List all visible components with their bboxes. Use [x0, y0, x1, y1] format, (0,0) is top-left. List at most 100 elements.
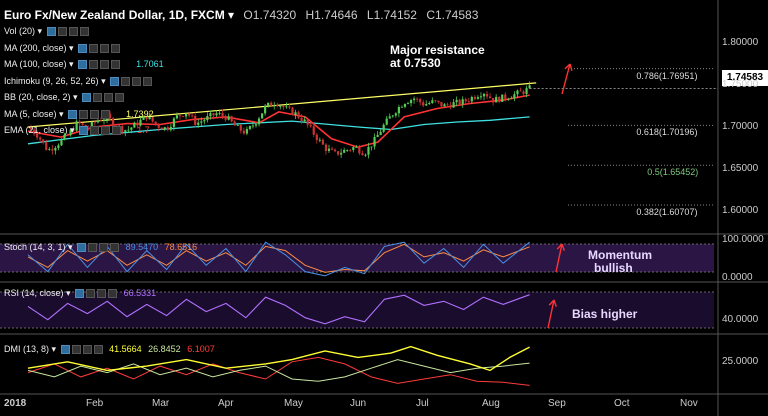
arrow-rsi	[547, 299, 555, 329]
settings-icon[interactable]	[89, 60, 99, 70]
settings-icon[interactable]	[71, 345, 81, 355]
add-icon[interactable]	[82, 345, 92, 355]
close-icon[interactable]	[111, 60, 121, 70]
fib-label: 0.5(1.65452)	[647, 167, 699, 178]
eye-icon[interactable]	[78, 43, 88, 53]
candle-body	[355, 147, 358, 148]
stoch-legend[interactable]: Stoch (14, 3, 1) ▾ 89.5470 78.6516	[4, 242, 198, 253]
momentum-annotation: Momentum bullish	[588, 249, 652, 275]
eye-icon[interactable]	[46, 27, 56, 37]
add-icon[interactable]	[68, 27, 78, 37]
add-icon[interactable]	[104, 93, 114, 103]
candle-body	[488, 96, 492, 99]
x-tick-label: Feb	[86, 398, 104, 409]
candle-body	[36, 133, 39, 138]
indicator-row[interactable]: EMA (21, close) ▾ 1.7	[4, 125, 150, 136]
close-icon[interactable]	[108, 289, 118, 299]
close-icon[interactable]	[93, 345, 103, 355]
candle-body	[42, 139, 45, 143]
x-tick-label: 2018	[4, 398, 27, 409]
candle-body	[394, 113, 397, 116]
x-tick-label: Jul	[416, 398, 429, 409]
eye-icon[interactable]	[79, 126, 89, 136]
symbol-dropdown-icon[interactable]: ▾	[224, 8, 235, 22]
candle-body	[291, 107, 294, 115]
indicator-row[interactable]: MA (200, close) ▾	[4, 43, 136, 54]
candle-body	[343, 149, 346, 153]
indicator-row[interactable]: MA (5, close) ▾ 1.7392	[4, 108, 154, 119]
candle-body	[175, 115, 179, 119]
add-icon[interactable]	[101, 126, 111, 136]
add-icon[interactable]	[100, 60, 110, 70]
candle-body	[78, 121, 81, 124]
rsi-legend[interactable]: RSI (14, close) ▾ 66.5331	[4, 288, 157, 299]
candle-body	[224, 116, 227, 120]
indicator-name: MA (200, close)	[4, 42, 67, 53]
candle-body	[516, 90, 519, 95]
candle-body	[145, 116, 148, 120]
close-icon[interactable]	[111, 43, 121, 53]
eye-icon[interactable]	[77, 243, 87, 253]
indicator-row[interactable]: MA (100, close) ▾ 1.7061	[4, 59, 164, 70]
y-tick-label: 1.70000	[722, 121, 759, 132]
x-tick-label: Aug	[482, 398, 500, 409]
candle-body	[51, 149, 54, 151]
x-tick-label: Nov	[680, 398, 698, 409]
candle-body	[148, 116, 151, 120]
close-icon[interactable]	[101, 109, 111, 119]
close-icon[interactable]	[143, 76, 153, 86]
arrow-rsi-head	[548, 299, 557, 307]
close-icon[interactable]	[79, 27, 89, 37]
candle-body	[330, 148, 334, 150]
close-icon[interactable]	[112, 126, 122, 136]
settings-icon[interactable]	[57, 27, 67, 37]
candle-body	[221, 113, 224, 117]
candle-body	[245, 128, 248, 134]
momentum-text-line1: Momentum	[588, 248, 652, 262]
settings-icon[interactable]	[90, 126, 100, 136]
candle-body	[39, 137, 42, 140]
eye-icon[interactable]	[75, 289, 85, 299]
candle-body	[476, 97, 480, 99]
settings-icon[interactable]	[79, 109, 89, 119]
add-icon[interactable]	[97, 289, 107, 299]
indicator-row[interactable]: BB (20, close, 2) ▾	[4, 92, 140, 103]
settings-icon[interactable]	[89, 43, 99, 53]
candle-body	[233, 121, 236, 126]
indicator-row[interactable]: Vol (20) ▾	[4, 26, 105, 37]
eye-icon[interactable]	[68, 109, 78, 119]
settings-icon[interactable]	[88, 243, 98, 253]
add-icon[interactable]	[100, 43, 110, 53]
candle-body	[160, 127, 163, 130]
arrow-stoch	[555, 243, 563, 273]
symbol-title[interactable]: Euro Fx/New Zealand Dollar, 1D, FXCM	[4, 8, 225, 22]
settings-icon[interactable]	[86, 289, 96, 299]
candle-body	[184, 113, 188, 117]
candle-body	[99, 120, 103, 122]
settings-icon[interactable]	[121, 76, 131, 86]
indicator-row[interactable]: Ichimoku (9, 26, 52, 26) ▾	[4, 76, 168, 87]
add-icon[interactable]	[99, 243, 109, 253]
eye-icon[interactable]	[60, 345, 70, 355]
rsi-y-tick: 40.0000	[722, 314, 759, 325]
candle-body	[498, 96, 501, 102]
add-icon[interactable]	[132, 76, 142, 86]
eye-icon[interactable]	[82, 93, 92, 103]
candle-body	[358, 147, 361, 154]
candle-body	[215, 113, 218, 116]
candle-body	[294, 112, 297, 115]
candle-body	[461, 99, 464, 105]
low-label: L	[366, 8, 374, 22]
close-value: 1.74583	[435, 8, 479, 22]
dmi-legend[interactable]: DMI (13, 8) ▾ 41.5664 26.8452 6.1007	[4, 344, 215, 355]
add-icon[interactable]	[90, 109, 100, 119]
eye-icon[interactable]	[110, 76, 120, 86]
eye-icon[interactable]	[78, 60, 88, 70]
arrow-price-head	[564, 63, 573, 71]
close-icon[interactable]	[110, 243, 120, 253]
settings-icon[interactable]	[93, 93, 103, 103]
close-icon[interactable]	[115, 93, 125, 103]
candle-body	[194, 115, 197, 125]
candle-body	[142, 116, 145, 120]
